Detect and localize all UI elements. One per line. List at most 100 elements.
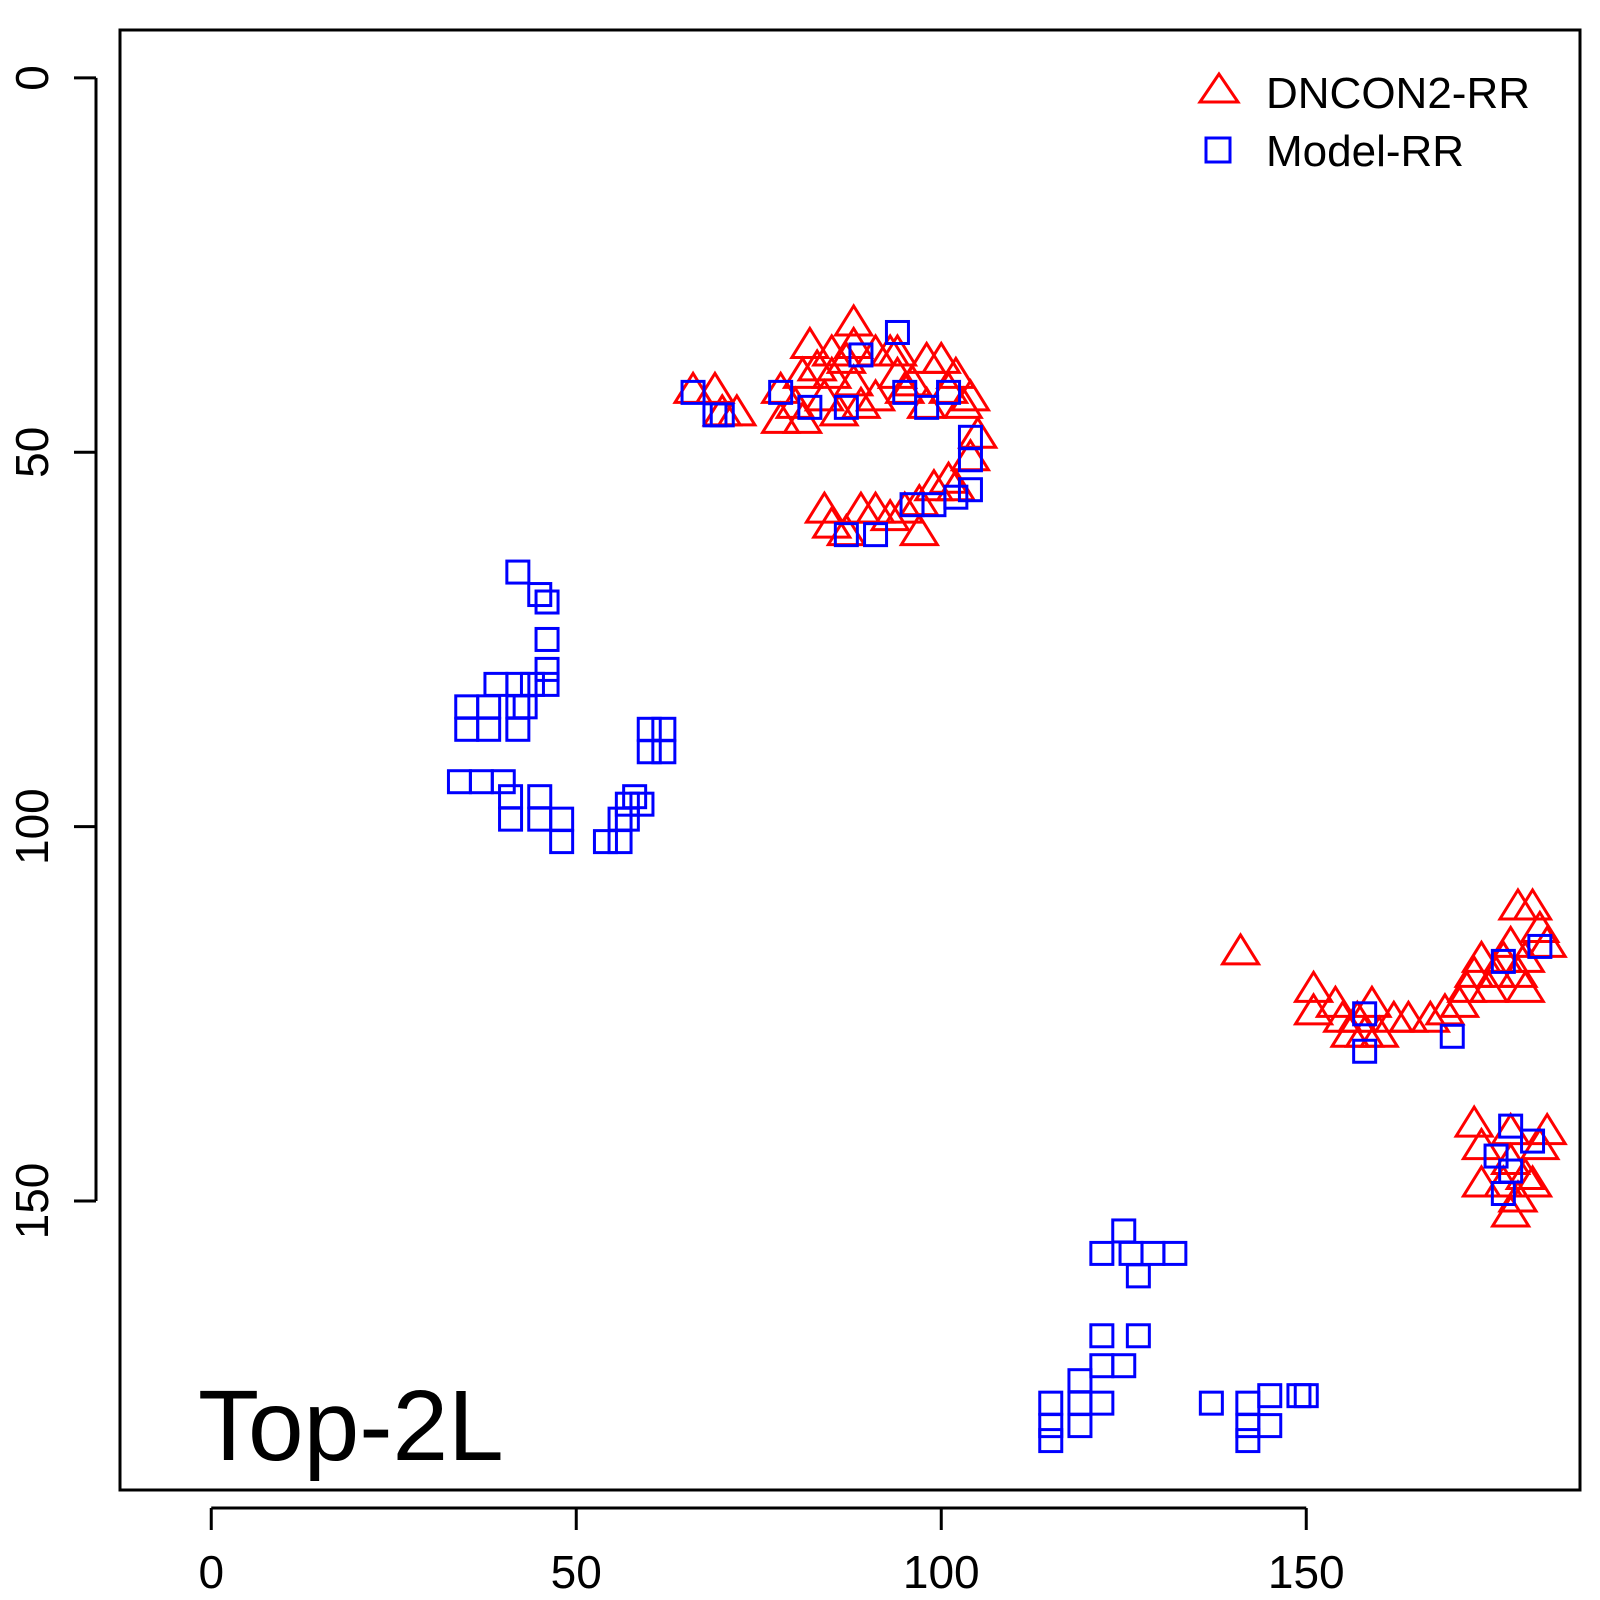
square-point <box>1257 1383 1283 1409</box>
triangle-point <box>854 378 897 412</box>
triangle-point <box>1489 924 1532 958</box>
triangle-point <box>1497 887 1539 921</box>
square-point <box>614 791 640 817</box>
square-point <box>1490 1181 1516 1207</box>
panel-label: Top-2L <box>198 1370 504 1482</box>
square-point <box>1038 1428 1064 1454</box>
square-point <box>622 784 648 810</box>
square-point <box>1235 1428 1261 1454</box>
square-point <box>957 447 983 473</box>
triangle-point <box>869 497 911 532</box>
square-point <box>1527 933 1553 959</box>
square-point <box>936 379 962 405</box>
triangle-point <box>1511 1164 1554 1198</box>
y-tick-label: 50 <box>6 427 58 478</box>
square-point <box>892 379 918 405</box>
triangle-point <box>1504 969 1546 1003</box>
square-point <box>498 806 524 832</box>
square-point <box>1490 948 1516 974</box>
square-point <box>833 522 859 548</box>
square-point <box>636 739 662 765</box>
x-tick-label: 0 <box>198 1546 224 1598</box>
square-point <box>1089 1390 1115 1416</box>
square-point <box>1293 1383 1319 1409</box>
square-point <box>957 477 983 503</box>
plot-frame <box>118 28 1582 1492</box>
square-point <box>1498 1113 1524 1139</box>
x-tick-label: 150 <box>1268 1546 1345 1598</box>
triangle-point <box>1460 939 1503 973</box>
square-point <box>680 379 706 405</box>
square-point <box>1067 1413 1093 1439</box>
square-point <box>592 829 618 855</box>
triangle-point <box>840 490 882 524</box>
points-layer <box>446 303 1568 1454</box>
triangle-point <box>789 325 831 359</box>
y-tick-label: 0 <box>6 65 58 91</box>
square-point <box>1257 1413 1283 1439</box>
square-point <box>534 656 560 682</box>
triangle-point <box>840 385 882 419</box>
triangle-point <box>913 467 955 502</box>
legend-square-icon <box>1204 136 1232 164</box>
triangle-point <box>935 355 977 389</box>
y-tick-label: 150 <box>6 1163 58 1240</box>
square-point <box>1038 1413 1064 1439</box>
square-point <box>1125 1263 1151 1289</box>
x-tick-label: 50 <box>551 1546 602 1598</box>
square-point <box>833 394 859 420</box>
square-point <box>534 671 560 697</box>
triangle-point <box>1489 1194 1532 1228</box>
square-point <box>1140 1240 1166 1266</box>
triangle-point <box>803 490 846 524</box>
square-point <box>454 716 480 742</box>
square-point <box>1483 1143 1509 1169</box>
triangle-point <box>1409 999 1452 1033</box>
square-point <box>884 319 910 345</box>
square-point <box>848 342 874 368</box>
square-point <box>505 716 531 742</box>
triangle-point <box>832 303 875 337</box>
legend-triangle-icon <box>1197 71 1241 104</box>
triangle-point <box>1219 932 1262 966</box>
square-point <box>1520 1128 1546 1154</box>
square-point <box>534 589 560 615</box>
square-point <box>527 582 553 608</box>
square-point <box>709 402 735 428</box>
legend: DNCON2-RR Model-RR <box>1197 69 1530 176</box>
square-point <box>1125 1323 1151 1349</box>
square-point <box>1089 1240 1115 1266</box>
square-point <box>863 522 889 548</box>
square-point <box>1089 1353 1115 1379</box>
square-point <box>629 791 655 817</box>
legend-label-dncon2-rr: DNCON2-RR <box>1266 69 1530 118</box>
square-point <box>1439 1023 1465 1049</box>
triangle-point <box>876 333 919 367</box>
triangle-point <box>781 355 824 389</box>
square-point <box>1198 1390 1224 1416</box>
triangle-point <box>920 340 962 374</box>
square-point <box>797 394 823 420</box>
y-axis: 0 50 100 150 <box>6 65 98 1240</box>
triangle-point <box>898 512 941 547</box>
square-point <box>549 829 575 855</box>
square-point <box>899 492 925 518</box>
square-point <box>651 739 677 765</box>
triangle-point <box>1453 1104 1495 1138</box>
square-point <box>1089 1323 1115 1349</box>
triangle-point <box>1460 1164 1503 1198</box>
square-point <box>1352 1038 1378 1064</box>
triangle-point <box>1292 969 1335 1003</box>
square-point <box>505 559 531 585</box>
square-point <box>490 769 516 795</box>
square-point <box>768 379 794 405</box>
triangle-point <box>949 378 992 412</box>
y-tick-label: 100 <box>6 788 58 865</box>
legend-label-model-rr: Model-RR <box>1266 127 1464 176</box>
square-point <box>914 394 940 420</box>
x-axis: 0 50 100 150 <box>198 1506 1345 1598</box>
x-tick-label: 100 <box>903 1546 980 1598</box>
triangle-point <box>716 392 758 427</box>
